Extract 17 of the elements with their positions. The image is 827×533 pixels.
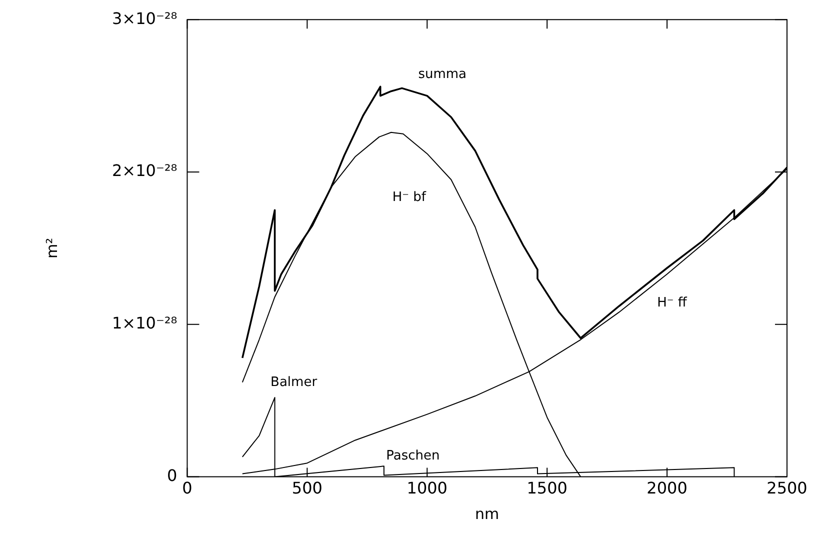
x-tick-label: 1500 bbox=[526, 478, 568, 498]
y-tick-label: 2×10⁻²⁸ bbox=[112, 161, 178, 180]
x-tick-label: 2500 bbox=[766, 478, 808, 498]
x-axis-title: nm bbox=[475, 504, 500, 523]
series-label: Balmer bbox=[270, 374, 318, 390]
series-label: H⁻ ff bbox=[657, 295, 688, 310]
y-axis-title: m² bbox=[42, 238, 61, 259]
series-label: Paschen bbox=[386, 448, 440, 464]
x-tick-label: 0 bbox=[182, 478, 192, 498]
series-label: summa bbox=[418, 67, 467, 82]
x-tick-label: 500 bbox=[292, 478, 322, 498]
y-tick-label: 0 bbox=[167, 466, 178, 485]
x-tick-label: 1000 bbox=[406, 478, 448, 498]
series-label: H⁻ bf bbox=[392, 190, 426, 205]
y-tick-label: 1×10⁻²⁸ bbox=[112, 314, 178, 333]
x-tick-label: 2000 bbox=[646, 478, 688, 498]
y-tick-label: 3×10⁻²⁸ bbox=[112, 8, 178, 28]
